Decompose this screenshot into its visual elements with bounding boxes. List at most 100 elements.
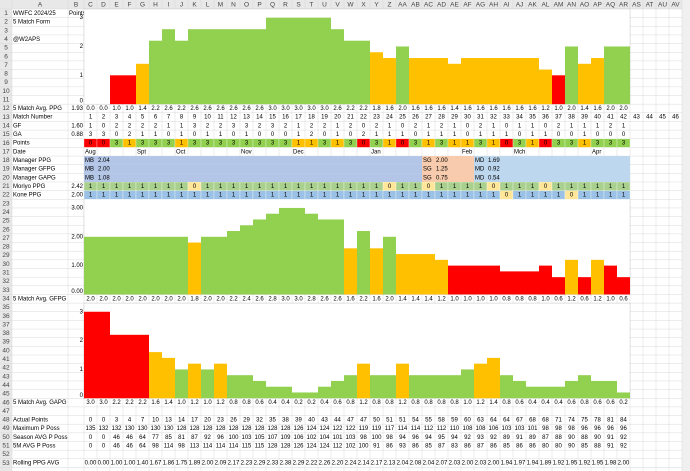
kone-value: 1 [167,193,171,199]
match-number: 41 [607,115,614,121]
table-value: 80 [542,443,549,449]
data-label: 1.0 [463,296,472,302]
points-value: 0 [102,141,106,147]
y-tick-label: 0 [80,393,84,399]
table-value: 119 [372,426,382,432]
row-header: 36 [2,313,10,320]
manager-fill [370,173,383,182]
table-value: 101 [527,426,538,432]
kone-value: 1 [284,193,288,199]
table-value: 1.67 [150,461,162,467]
bar [435,259,448,295]
bar [123,334,136,399]
row-header: 5 [4,45,8,52]
row-label: 5 Match Form [13,20,50,26]
column-header: AR [619,2,628,9]
table-value: 1.95 [566,461,578,467]
manager-fill [396,156,409,165]
data-label: 1.4 [424,296,433,302]
ga-value: 0 [115,132,119,138]
bar [318,17,331,105]
data-label: 0.6 [606,400,615,406]
data-label: 0.8 [372,400,381,406]
bar [526,58,539,105]
table-value: 10 [152,417,159,423]
table-value: 13 [165,417,172,423]
manager-fill [513,156,526,165]
gf-value: 2 [219,123,223,129]
table-value: 113 [190,443,200,449]
cell-fill [616,190,631,200]
data-label: 2.6 [242,106,251,112]
match-number: 34 [516,115,523,121]
match-number: 28 [438,115,445,121]
manager-fill [591,156,604,165]
table-value: 2.00 [202,461,214,467]
manager-fill [409,173,422,182]
bar [136,334,149,399]
manager-fill [604,173,617,182]
table-value: 4 [128,417,132,423]
table-value: 2.03 [475,461,487,467]
data-label: 0.0 [86,106,95,112]
bar [565,46,578,105]
month-label: Mch [514,149,525,155]
points-value: 0 [89,141,93,147]
kone-value: 0 [570,193,574,199]
table-value: 130 [150,426,161,432]
bar [162,236,175,295]
bar [474,58,487,105]
data-label: 1.0 [606,296,615,302]
table-value: 128 [228,426,239,432]
bar [110,75,123,105]
table-value: 132 [98,426,109,432]
table-value: 1.00 [111,461,123,467]
data-label: 0.8 [346,400,355,406]
table-value: 102 [306,435,317,441]
data-label: 1.4 [411,296,420,302]
kone-value: 1 [453,193,457,199]
data-label: 2.0 [203,296,212,302]
data-label: 1.6 [515,106,524,112]
table-value: 44 [334,417,341,423]
manager-fill [227,173,240,182]
table-value: 84 [620,417,627,423]
table-value: 98 [360,435,367,441]
row-header: 23 [2,200,10,207]
table-value: 2.00 [488,461,500,467]
table-value: 90 [568,435,575,441]
manager-fill [357,164,370,174]
data-label: 2.6 [333,106,342,112]
match-number: 43 [633,115,640,121]
table-value: 94 [425,435,432,441]
kone-value: 1 [401,193,405,199]
bar [487,58,500,105]
table-value: 110 [450,426,460,432]
data-label: 2.0 [151,296,160,302]
column-header: G [140,2,145,9]
row-header: 32 [2,278,10,285]
table-value: 75 [581,417,588,423]
moriyo-value: 1 [505,184,509,190]
table-value: 122 [345,426,356,432]
match-number: 25 [399,115,406,121]
match-number: 23 [373,115,380,121]
manager-fill [175,156,188,165]
column-header: AC [424,2,433,9]
data-label: 0.6 [515,400,524,406]
manager-fill [565,156,578,165]
moriyo-value: 0 [427,184,431,190]
y-tick-label: 1 [80,73,84,79]
ga-value: 1 [453,132,457,138]
table-value: 1.89 [540,461,552,467]
data-label: 1.4 [164,400,173,406]
data-label: 2.2 [138,400,147,406]
table-value: 100 [358,443,369,449]
table-value: 67 [516,417,523,423]
table-value: 1.92 [553,461,565,467]
column-header: AO [580,2,589,9]
table-value: 0 [89,443,93,449]
table-value: 130 [124,426,135,432]
table-value: 54 [412,417,419,423]
